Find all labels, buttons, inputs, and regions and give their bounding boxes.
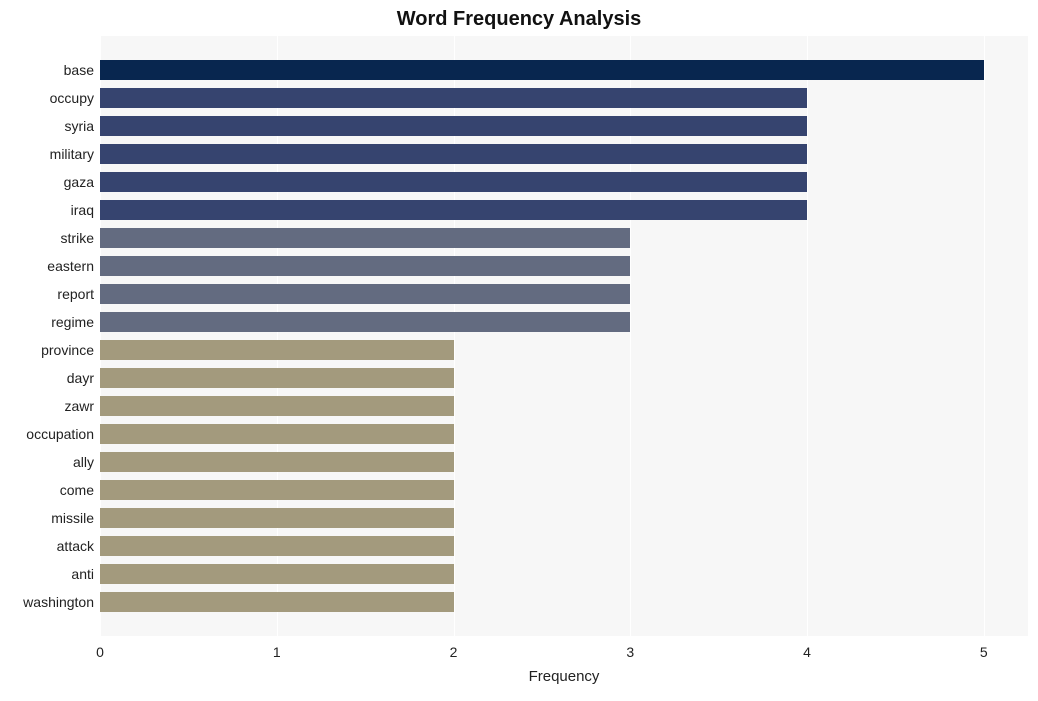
y-tick-label: washington bbox=[0, 592, 94, 612]
grid-line bbox=[984, 36, 985, 636]
bar bbox=[100, 116, 807, 136]
chart-title: Word Frequency Analysis bbox=[0, 8, 1038, 31]
bar bbox=[100, 396, 454, 416]
bar bbox=[100, 564, 454, 584]
bar bbox=[100, 592, 454, 612]
x-tick-label: 1 bbox=[273, 644, 281, 660]
chart-container: Word Frequency Analysis Frequency base oc… bbox=[0, 0, 1038, 701]
y-tick-label: dayr bbox=[0, 368, 94, 388]
y-tick-label: military bbox=[0, 144, 94, 164]
y-tick-label: anti bbox=[0, 564, 94, 584]
y-tick-label: ally bbox=[0, 452, 94, 472]
bar bbox=[100, 60, 984, 80]
grid-line bbox=[807, 36, 808, 636]
bar bbox=[100, 368, 454, 388]
y-tick-label: occupy bbox=[0, 88, 94, 108]
y-tick-label: attack bbox=[0, 536, 94, 556]
y-tick-label: occupation bbox=[0, 424, 94, 444]
y-tick-label: gaza bbox=[0, 172, 94, 192]
bar bbox=[100, 200, 807, 220]
y-tick-label: regime bbox=[0, 312, 94, 332]
bar bbox=[100, 256, 630, 276]
bar bbox=[100, 452, 454, 472]
y-tick-label: province bbox=[0, 340, 94, 360]
x-tick-label: 5 bbox=[980, 644, 988, 660]
bar bbox=[100, 424, 454, 444]
y-tick-label: eastern bbox=[0, 256, 94, 276]
bar bbox=[100, 480, 454, 500]
bar bbox=[100, 172, 807, 192]
x-axis-title: Frequency bbox=[100, 668, 1028, 685]
y-tick-label: base bbox=[0, 60, 94, 80]
bar bbox=[100, 228, 630, 248]
y-tick-label: missile bbox=[0, 508, 94, 528]
bar bbox=[100, 284, 630, 304]
bar bbox=[100, 312, 630, 332]
bar bbox=[100, 508, 454, 528]
y-tick-label: zawr bbox=[0, 396, 94, 416]
x-tick-label: 0 bbox=[96, 644, 104, 660]
y-tick-label: syria bbox=[0, 116, 94, 136]
y-tick-label: strike bbox=[0, 228, 94, 248]
bar bbox=[100, 340, 454, 360]
x-tick-label: 2 bbox=[450, 644, 458, 660]
y-tick-label: report bbox=[0, 284, 94, 304]
bar bbox=[100, 144, 807, 164]
y-tick-label: come bbox=[0, 480, 94, 500]
x-tick-label: 3 bbox=[626, 644, 634, 660]
y-tick-label: iraq bbox=[0, 200, 94, 220]
bar bbox=[100, 536, 454, 556]
x-tick-label: 4 bbox=[803, 644, 811, 660]
plot-area bbox=[100, 36, 1028, 636]
bar bbox=[100, 88, 807, 108]
